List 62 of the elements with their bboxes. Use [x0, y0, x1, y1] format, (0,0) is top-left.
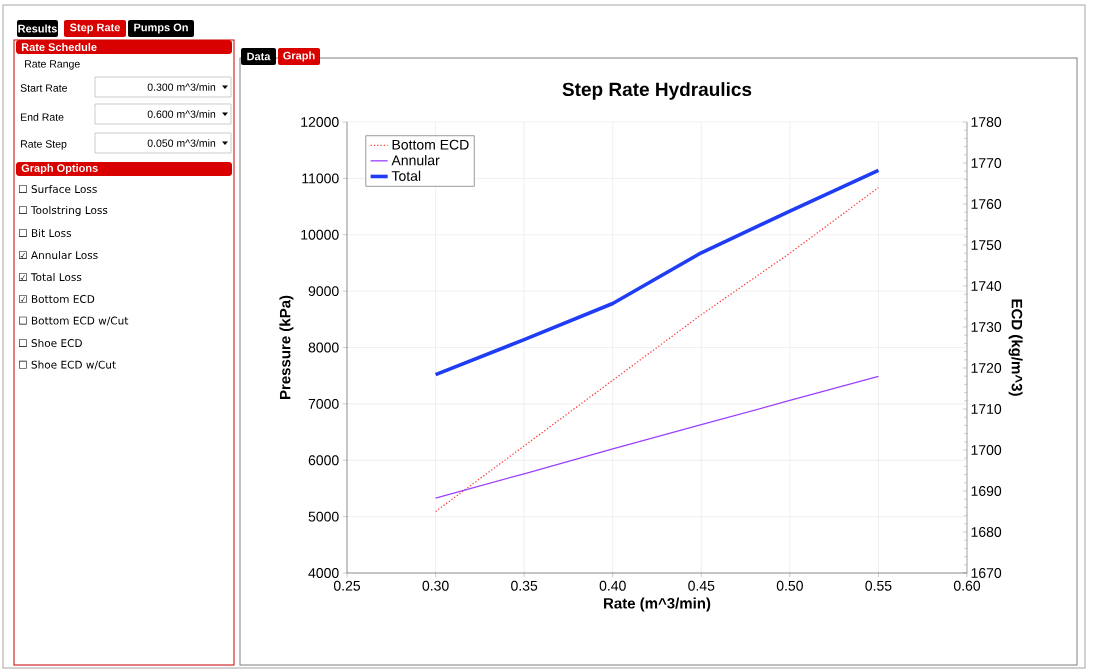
y-tick-label: 10000	[301, 229, 339, 240]
text: Rate Range	[25, 60, 80, 70]
x-tick-label: 0.60	[953, 580, 981, 591]
legend-label: Bottom ECD	[392, 139, 469, 150]
text: Graph	[283, 51, 315, 62]
x-tick-label: 0.45	[688, 580, 715, 591]
text: ☑ Annular Loss	[19, 250, 98, 260]
x-tick-label: 0.25	[333, 580, 361, 591]
y2-tick-label: 1690	[971, 486, 1002, 496]
y2-tick-label: 1750	[971, 240, 1002, 250]
x-tick-label: 0.35	[511, 580, 538, 591]
line-series	[434, 375, 880, 499]
text: 0.050 m^3/min	[147, 139, 216, 147]
text: Rate Schedule	[21, 42, 97, 52]
text: ☐ Bottom ECD w/Cut	[19, 316, 129, 326]
text: ☑ Total Loss	[19, 272, 82, 282]
y-tick-label: 9000	[308, 286, 339, 297]
text: 0.300 m^3/min	[147, 83, 216, 91]
y-tick-label: 6000	[308, 455, 339, 466]
x-tick-label: 0.30	[422, 580, 449, 591]
text: ☐ Shoe ECD w/Cut	[19, 360, 116, 370]
x-tick-label: 0.40	[599, 580, 626, 591]
y2-tick-label: 1740	[971, 281, 1002, 291]
text: Graph Options	[21, 163, 98, 175]
text: ☐ Toolstring Loss	[19, 205, 108, 217]
chart-title: Step Rate Hydraulics	[562, 82, 752, 100]
x-tick-label: 0.50	[776, 580, 803, 591]
y2-tick-label: 1720	[971, 363, 1002, 373]
y-tick-label: 4000	[308, 568, 339, 578]
x-tick-label: 0.55	[865, 580, 892, 591]
line-series	[433, 168, 881, 377]
text: Data	[247, 52, 271, 61]
text: Start Rate	[20, 84, 67, 92]
legend-label: Total	[391, 170, 421, 181]
text: ☐ Surface Loss	[19, 184, 97, 194]
y2-tick-label: 1770	[971, 158, 1002, 168]
text: Results	[18, 24, 57, 33]
y-tick-label: 12000	[301, 117, 339, 127]
y-tick-label: 5000	[308, 511, 339, 522]
y2-tick-label: 1780	[971, 117, 1002, 127]
text: End Rate	[21, 113, 64, 121]
text: ☐ Bit Loss	[19, 228, 72, 238]
y2-tick-label: 1730	[971, 322, 1002, 332]
text: Pumps On	[134, 23, 188, 34]
x-axis-title: Rate (m^3/min)	[604, 597, 711, 612]
text: Rate Step	[21, 140, 67, 150]
y2-tick-label: 1760	[971, 199, 1002, 209]
y-tick-label: 11000	[302, 173, 339, 184]
y2-axis-title: ECD (kg/m^3)	[1008, 299, 1023, 396]
y2-tick-label: 1700	[971, 445, 1002, 455]
y2-tick-label: 1710	[971, 404, 1002, 414]
line-series	[434, 186, 880, 513]
text: Step Rate	[69, 23, 120, 34]
text: ☐ Shoe ECD	[19, 338, 82, 348]
y2-tick-label: 1670	[971, 568, 1002, 578]
y-axis-title: Pressure (kPa)	[279, 295, 294, 400]
legend-label: Annular	[391, 155, 440, 166]
text: 0.600 m^3/min	[147, 110, 216, 118]
y-tick-label: 7000	[308, 398, 339, 409]
y2-tick-label: 1680	[971, 527, 1002, 537]
y-tick-label: 8000	[308, 342, 339, 353]
text: ☑ Bottom ECD	[19, 295, 95, 303]
